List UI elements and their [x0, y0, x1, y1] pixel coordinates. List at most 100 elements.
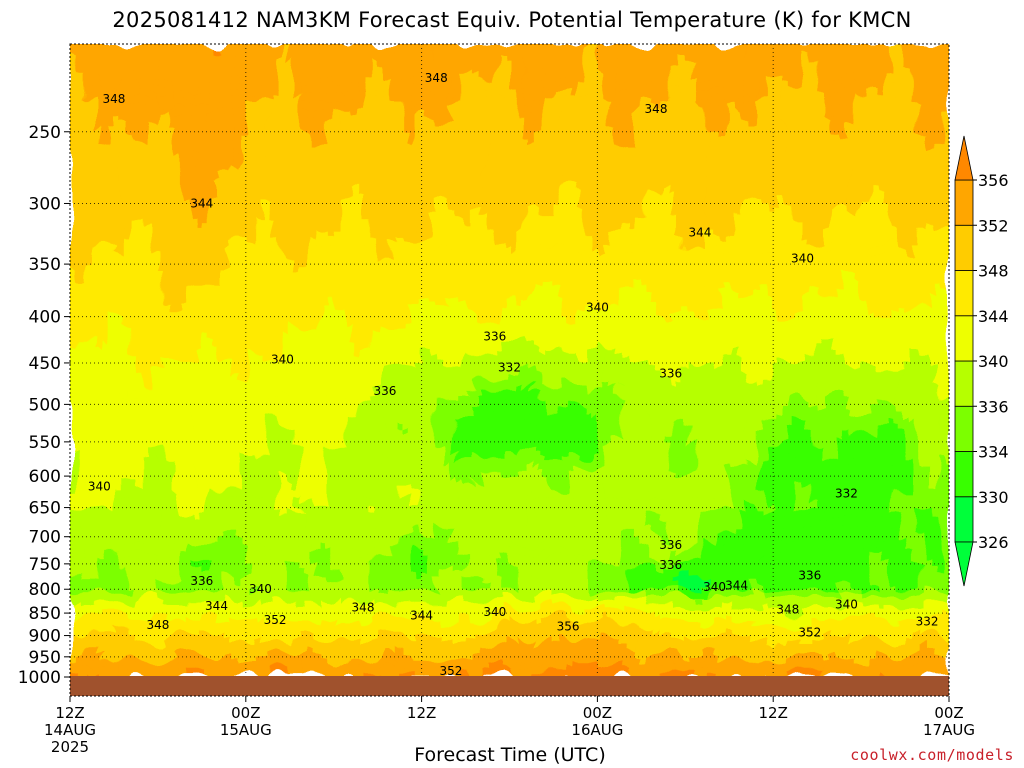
field-cell	[780, 147, 789, 154]
field-cell	[765, 164, 774, 172]
field-cell	[458, 147, 467, 154]
field-cell	[546, 49, 555, 57]
field-cell	[157, 262, 166, 270]
field-cell	[282, 101, 291, 108]
field-cell	[685, 90, 694, 97]
field-cell	[802, 216, 811, 223]
field-cell	[194, 256, 203, 264]
field-cell	[787, 55, 796, 62]
field-cell	[677, 262, 686, 270]
field-cell	[297, 124, 305, 131]
field-cell	[780, 124, 789, 131]
field-cell	[575, 279, 584, 287]
field-cell	[692, 187, 701, 195]
field-cell	[890, 222, 899, 229]
field-cell	[729, 84, 738, 91]
field-cell	[348, 210, 357, 218]
field-cell	[341, 78, 349, 85]
field-cell	[326, 141, 335, 149]
field-cell	[721, 233, 730, 241]
field-cell	[912, 245, 921, 252]
field-cell	[714, 44, 723, 51]
field-cell	[399, 268, 408, 275]
field-cell	[883, 164, 891, 172]
field-cell	[861, 187, 870, 195]
field-cell	[319, 222, 327, 229]
field-cell	[604, 72, 613, 80]
field-cell	[905, 251, 913, 258]
field-cell	[77, 245, 86, 252]
field-cell	[538, 84, 547, 91]
field-cell	[736, 159, 745, 166]
field-cell	[238, 182, 247, 189]
field-cell	[414, 228, 423, 235]
field-cell	[289, 67, 298, 74]
field-cell	[809, 210, 818, 218]
field-cell	[729, 55, 738, 62]
field-cell	[282, 256, 291, 264]
field-cell	[326, 245, 335, 252]
field-cell	[128, 136, 137, 143]
field-cell	[253, 274, 262, 281]
field-cell	[824, 176, 833, 183]
field-cell	[91, 193, 100, 200]
field-cell	[238, 107, 247, 114]
field-cell	[297, 193, 305, 200]
field-cell	[890, 67, 899, 74]
field-cell	[582, 245, 591, 252]
field-cell	[113, 233, 122, 241]
field-cell	[238, 78, 247, 85]
field-cell	[201, 113, 210, 120]
field-cell	[406, 205, 415, 212]
field-cell	[341, 72, 349, 80]
field-cell	[941, 216, 949, 223]
field-cell	[421, 153, 430, 160]
field-cell	[472, 124, 481, 131]
field-cell	[590, 245, 598, 252]
field-cell	[765, 262, 774, 270]
field-cell	[502, 95, 511, 103]
field-cell	[421, 67, 430, 74]
field-cell	[897, 84, 906, 91]
field-cell	[363, 199, 371, 206]
field-cell	[707, 182, 716, 189]
field-cell	[91, 216, 100, 223]
field-cell	[377, 164, 386, 172]
field-cell	[861, 101, 870, 108]
field-cell	[765, 107, 774, 114]
field-cell	[480, 78, 489, 85]
field-cell	[875, 124, 884, 131]
field-cell	[765, 95, 774, 103]
field-cell	[516, 262, 525, 270]
field-cell	[187, 262, 196, 270]
field-cell	[590, 274, 598, 281]
field-cell	[758, 233, 767, 241]
field-cell	[846, 274, 855, 281]
field-cell	[231, 90, 240, 97]
field-cell	[597, 141, 606, 149]
field-cell	[568, 44, 577, 51]
field-cell	[363, 136, 371, 143]
field-cell	[765, 216, 774, 223]
field-cell	[106, 90, 115, 97]
field-cell	[157, 251, 166, 258]
field-cell	[817, 78, 826, 85]
field-cell	[802, 78, 811, 85]
field-cell	[319, 55, 327, 62]
field-cell	[912, 159, 921, 166]
field-cell	[897, 147, 906, 154]
field-cell	[831, 176, 840, 183]
field-cell	[839, 228, 848, 235]
field-cell	[934, 205, 943, 212]
field-cell	[546, 164, 555, 172]
field-cell	[472, 159, 481, 166]
field-cell	[113, 113, 122, 120]
field-cell	[714, 187, 723, 195]
field-cell	[465, 245, 474, 252]
field-cell	[341, 44, 349, 51]
field-cell	[348, 187, 357, 195]
field-cell	[897, 187, 906, 195]
field-cell	[319, 49, 327, 57]
field-cell	[91, 49, 100, 57]
field-cell	[809, 84, 818, 91]
